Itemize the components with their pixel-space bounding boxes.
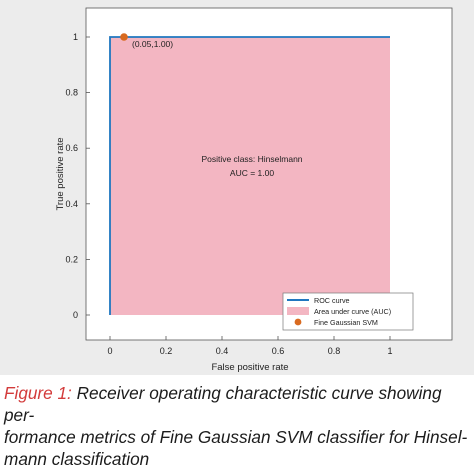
y-axis-label: True positive rate (55, 137, 66, 210)
y-tick-label: 0.2 (65, 254, 78, 264)
figure-caption: Figure 1: Receiver operating characteris… (4, 382, 470, 470)
x-axis-label: False positive rate (211, 362, 288, 373)
caption-line-3: mann classification (4, 449, 150, 469)
operating-point-label: (0.05,1.00) (132, 39, 173, 49)
caption-text-1: Receiver operating characteristic curve … (4, 383, 442, 425)
chart-annotation: AUC = 1.00 (230, 168, 274, 178)
y-tick-label: 0.6 (65, 143, 78, 153)
x-tick-label: 0 (107, 346, 112, 356)
operating-point-marker (120, 33, 128, 41)
y-tick-label: 1 (73, 32, 78, 42)
x-tick-label: 0.2 (160, 346, 173, 356)
x-tick-label: 0.6 (272, 346, 285, 356)
roc-chart: (0.05,1.00) 0 0.2 0.4 0.6 0.8 1 0 0.2 0.4 0.6 0.8 1 F… (55, 7, 453, 373)
x-tick-label: 0.4 (216, 346, 229, 356)
auc-area (110, 37, 390, 315)
chart-annotation: Positive class: Hinselmann (201, 154, 302, 164)
roc-curve-line (109, 36, 390, 315)
legend-roc-label: ROC curve (314, 296, 350, 305)
legend-point-swatch (294, 318, 302, 326)
legend-auc-swatch (287, 307, 309, 315)
caption-line-2: formance metrics of Fine Gaussian SVM cl… (4, 427, 468, 447)
caption-figure-label: Figure 1: (4, 383, 72, 403)
caption-line-1: Figure 1: Receiver operating characteris… (4, 382, 470, 426)
y-tick-label: 0 (73, 310, 78, 320)
x-tick-label: 1 (387, 346, 392, 356)
x-tick-label: 0.8 (328, 346, 341, 356)
legend-auc-label: Area under curve (AUC) (314, 307, 391, 316)
legend-point-label: Fine Gaussian SVM (314, 318, 378, 327)
y-tick-label: 0.8 (65, 88, 78, 98)
y-tick-label: 0.4 (65, 199, 78, 209)
